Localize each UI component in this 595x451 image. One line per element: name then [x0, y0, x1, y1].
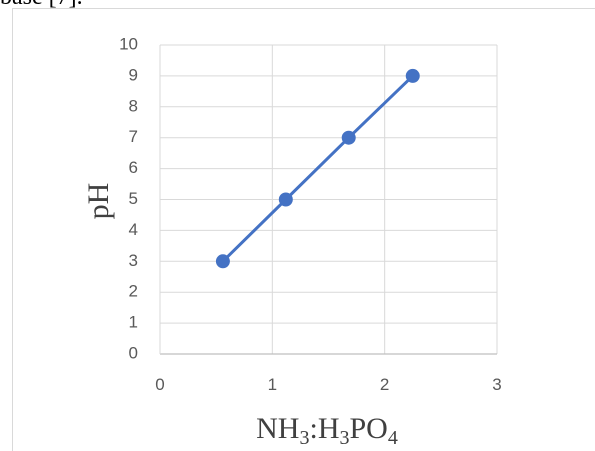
data-point-0-1	[278, 192, 293, 207]
y-tick-label-6: 6	[129, 158, 138, 177]
y-tick-label-1: 1	[129, 313, 138, 332]
x-axis-title-part: PO	[349, 412, 387, 445]
y-tick-label-0: 0	[129, 343, 138, 362]
y-tick-label-5: 5	[129, 189, 138, 208]
x-tick-label-3: 3	[492, 375, 501, 394]
y-axis-title: pH	[82, 183, 115, 220]
y-tick-label-9: 9	[129, 65, 138, 84]
chart-frame-top	[12, 8, 595, 9]
y-tick-label-4: 4	[129, 220, 138, 239]
tick-labels: 0 1 2 3 4 5 6 7 8 9 10 0 1 2 3	[119, 34, 502, 394]
preceding-text: base [7].	[0, 0, 83, 11]
series-line-0	[221, 74, 414, 263]
y-tick-label-8: 8	[129, 96, 138, 115]
x-axis-title: NH3:H3PO4	[256, 412, 398, 449]
data-point-0-0	[215, 254, 230, 269]
x-axis-title-subscript: 3	[339, 427, 349, 449]
x-axis-title-part: NH	[256, 412, 299, 445]
y-tick-label-3: 3	[129, 251, 138, 270]
x-tick-label-2: 2	[380, 375, 389, 394]
x-axis-title-subscript: 3	[299, 427, 309, 449]
x-tick-label-0: 0	[155, 375, 164, 394]
x-axis-title-subscript: 4	[388, 427, 398, 449]
axes	[159, 45, 497, 355]
series	[215, 68, 420, 269]
chart-frame-left	[12, 8, 13, 451]
y-tick-label-7: 7	[129, 127, 138, 146]
y-tick-label-10: 10	[119, 34, 138, 53]
data-point-0-3	[405, 68, 420, 83]
x-tick-label-1: 1	[268, 375, 277, 394]
y-tick-label-2: 2	[129, 282, 138, 301]
grid-lines	[160, 44, 498, 354]
x-axis-title-part: :H	[309, 412, 339, 445]
data-point-0-2	[341, 130, 356, 145]
